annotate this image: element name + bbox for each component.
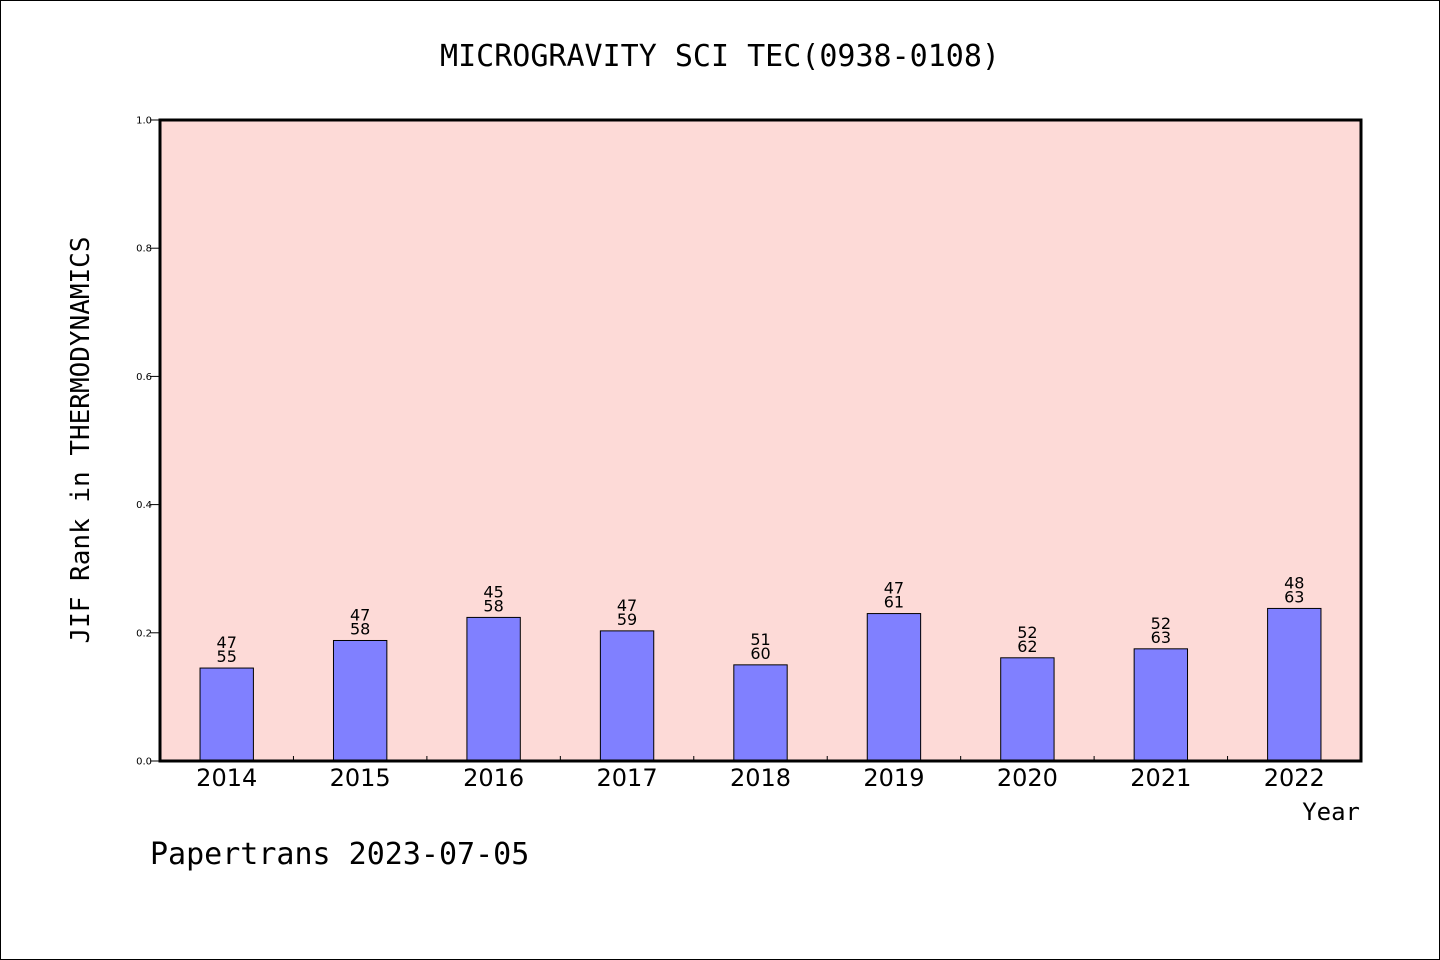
bar-total-label: 61 [884, 593, 904, 612]
y-tick-label: 0.4 [136, 500, 152, 511]
x-tick-label: 2020 [997, 764, 1058, 792]
x-tick-label: 2018 [730, 764, 791, 792]
bar-2022 [1267, 607, 1322, 762]
x-tick-label: 2021 [1130, 764, 1191, 792]
bar-2015 [332, 639, 388, 762]
bar-total-label: 55 [217, 647, 237, 666]
y-tick-label: 0.6 [136, 372, 152, 383]
plot-border [158, 118, 1363, 763]
y-axis-label: JIF Rank in THERMODYNAMICS [66, 237, 96, 644]
x-tick-label: 2016 [463, 764, 524, 792]
chart-title: MICROGRAVITY SCI TEC(0938-0108) [440, 39, 1000, 74]
x-tick-label: 2014 [196, 764, 257, 792]
footer-credit: Papertrans 2023-07-05 [150, 837, 529, 872]
bar-2021 [1133, 648, 1189, 762]
bar-2017 [599, 630, 655, 762]
bar-total-label: 58 [483, 596, 503, 615]
x-tick-label: 2017 [597, 764, 658, 792]
bar-total-label: 58 [350, 619, 370, 638]
x-axis-label: Year [1302, 798, 1360, 826]
bar-2014 [199, 667, 254, 762]
bar-rank-label: 52 [1151, 614, 1171, 633]
bar-2016 [466, 616, 521, 762]
bar-total-label: 60 [750, 644, 770, 663]
bar-rank-label: 47 [617, 596, 637, 615]
bar-rank-label: 47 [884, 579, 904, 598]
bar-rank-label: 47 [350, 605, 370, 624]
bar-2019 [866, 613, 922, 762]
ticks-layer: 0.0 0.2 0.4 0.6 0.8 1.0 2014 2015 2016 2017 2018 20… [136, 116, 1325, 793]
bar-total-label: 63 [1284, 587, 1304, 606]
bar-total-label: 62 [1017, 637, 1037, 656]
bar-rank-label: 47 [217, 633, 237, 652]
bar-2020 [1000, 657, 1055, 762]
y-tick-label: 1.0 [136, 116, 152, 127]
bar-rank-label: 45 [483, 582, 503, 601]
y-tick-label: 0.8 [136, 244, 152, 255]
y-tick-label: 0.2 [136, 628, 152, 639]
x-tick-label: 2022 [1264, 764, 1325, 792]
bar-rank-label: 51 [750, 630, 770, 649]
bar-total-label: 63 [1151, 628, 1171, 647]
bar-rank-label: 48 [1284, 573, 1304, 592]
bar-rank-label: 52 [1017, 623, 1037, 642]
x-tick-label: 2019 [863, 764, 924, 792]
bar-2018 [733, 664, 788, 762]
x-tick-label: 2015 [330, 764, 391, 792]
y-tick-label: 0.0 [136, 757, 152, 768]
bar-total-label: 59 [617, 610, 637, 629]
